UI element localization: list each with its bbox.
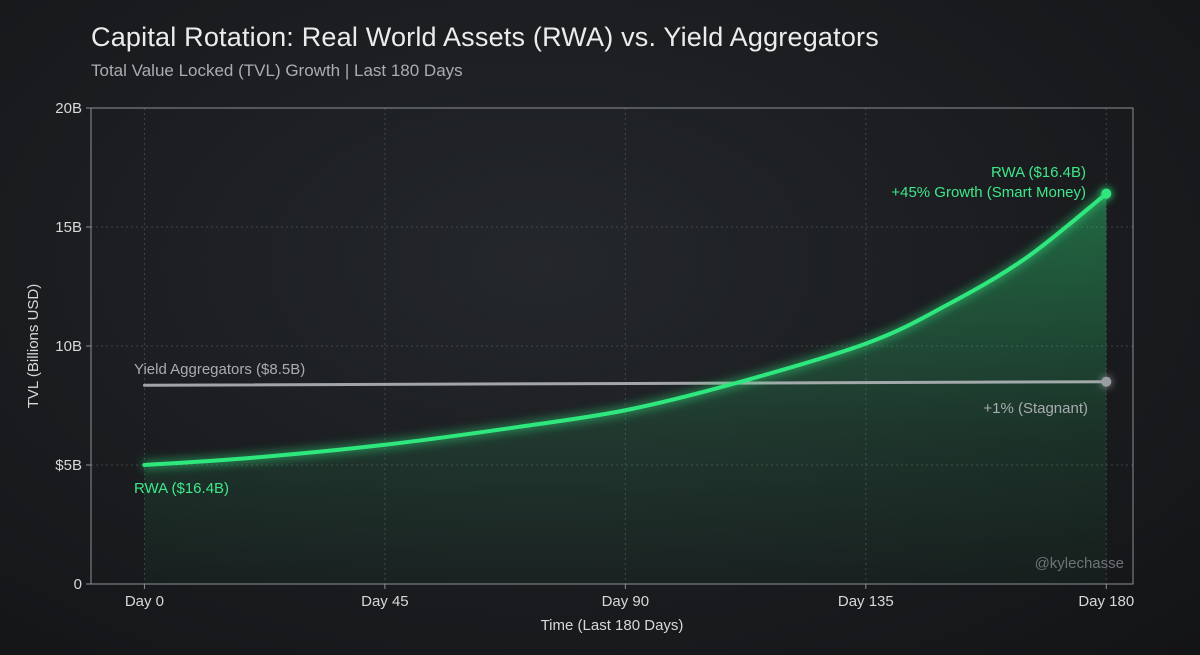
yield-change-label: +1% (Stagnant) [983,400,1088,417]
yield-aggregators-line [142,380,1108,387]
chart-title: Capital Rotation: Real World Assets (RWA… [91,22,879,52]
rwa-growth-label: +45% Growth (Smart Money) [891,184,1086,201]
chart-subtitle: Total Value Locked (TVL) Growth | Last 1… [91,61,463,80]
x-tick-label-0: Day 0 [125,593,164,610]
y-axis-label: TVL (Billions USD) [25,284,42,408]
y-tick-label-1: $5B [55,457,82,474]
rwa-end-point [1101,188,1112,199]
y-tick-label-4: 20B [55,100,82,117]
yield-aggregators-end-point [1101,376,1112,387]
x-axis-ticks: Day 0 Day 45 Day 90 Day 135 Day 180 [125,584,1134,610]
y-tick-label-2: 10B [55,338,82,355]
watermark: @kylechasse [1035,555,1124,572]
x-axis-label: Time (Last 180 Days) [541,617,684,634]
y-tick-label-0: 0 [74,576,82,593]
y-axis-ticks: 0 $5B 10B 15B 20B [55,100,91,593]
y-tick-label-3: 15B [55,219,82,236]
x-tick-label-4: Day 180 [1078,593,1134,610]
yield-aggregators-label: Yield Aggregators ($8.5B) [134,361,305,378]
rwa-area-fill [144,193,1107,584]
x-tick-label-2: Day 90 [602,593,650,610]
x-tick-label-3: Day 135 [838,593,894,610]
rwa-end-label: RWA ($16.4B) [991,164,1086,181]
rwa-start-label: RWA ($16.4B) [134,480,229,497]
rwa-line [142,191,1109,467]
x-tick-label-1: Day 45 [361,593,409,610]
